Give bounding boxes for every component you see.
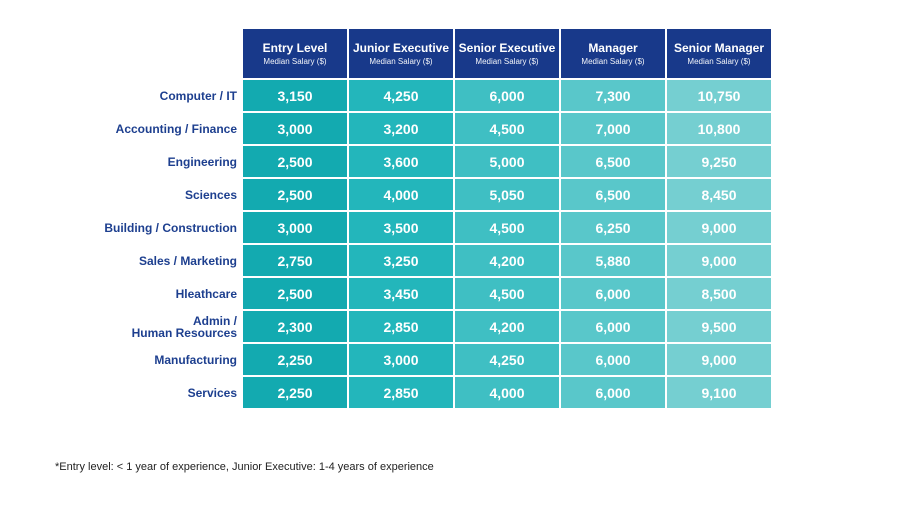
data-cell: 3,200 (349, 113, 453, 144)
data-cell: 2,250 (243, 377, 347, 408)
corner-cell (43, 29, 241, 78)
data-cell: 3,000 (243, 113, 347, 144)
data-cell: 2,500 (243, 278, 347, 309)
table-row: Building / Construction 3,000 3,500 4,500 6,… (43, 212, 771, 243)
data-cell: 6,000 (561, 377, 665, 408)
data-cell: 3,450 (349, 278, 453, 309)
data-cell: 4,500 (455, 278, 559, 309)
row-label: Sciences (184, 187, 237, 202)
table-row: Admin / Human Resources 2,300 2,850 4,200 6,… (43, 311, 771, 342)
column-header-title: Senior Executive (458, 40, 556, 55)
table-row: Accounting / Finance 3,000 3,200 4,500 7,000… (43, 113, 771, 144)
row-label: Manufacturing (154, 352, 237, 367)
data-cell: 9,000 (667, 212, 771, 243)
column-header-title: Manager (588, 40, 638, 55)
table-row: Sales / Marketing 2,750 3,250 4,200 5,880 9,0… (43, 245, 771, 276)
row-label: Accounting / Finance (115, 121, 237, 136)
data-cell: 3,000 (243, 212, 347, 243)
data-cell: 10,800 (667, 113, 771, 144)
data-cell: 8,450 (667, 179, 771, 210)
data-cell: 6,000 (561, 278, 665, 309)
data-cell: 2,850 (349, 311, 453, 342)
data-cell: 9,000 (667, 344, 771, 375)
data-cell: 9,250 (667, 146, 771, 177)
data-cell: 2,250 (243, 344, 347, 375)
data-cell: 2,300 (243, 311, 347, 342)
column-header: Junior Executive Median Salary ($) (349, 29, 453, 78)
footnote: *Entry level: < 1 year of experience, Ju… (55, 461, 434, 473)
column-header-title: Senior Manager (673, 40, 765, 55)
data-cell: 4,000 (455, 377, 559, 408)
data-cell: 2,750 (243, 245, 347, 276)
data-cell: 5,050 (455, 179, 559, 210)
data-cell: 6,500 (561, 179, 665, 210)
data-cell: 6,250 (561, 212, 665, 243)
data-cell: 9,100 (667, 377, 771, 408)
column-header: Senior Manager Median Salary ($) (667, 29, 771, 78)
column-header: Entry Level Median Salary ($) (243, 29, 347, 78)
data-cell: 10,750 (667, 80, 771, 111)
row-label: Sales / Marketing (138, 253, 237, 268)
data-cell: 3,250 (349, 245, 453, 276)
column-header-subtitle: Median Salary ($) (687, 56, 751, 66)
table-row: Sciences 2,500 4,000 5,050 6,500 8,450 (43, 179, 771, 210)
table-row: Services 2,250 2,850 4,000 6,000 9,100 (43, 377, 771, 408)
data-cell: 3,000 (349, 344, 453, 375)
column-header: Senior Executive Median Salary ($) (455, 29, 559, 78)
data-cell: 3,150 (243, 80, 347, 111)
row-label: Admin / Human Resources (131, 313, 237, 340)
data-cell: 4,500 (455, 212, 559, 243)
row-label: Computer / IT (159, 88, 237, 103)
column-header-title: Junior Executive (352, 40, 450, 55)
data-cell: 9,000 (667, 245, 771, 276)
data-cell: 3,600 (349, 146, 453, 177)
data-cell: 5,000 (455, 146, 559, 177)
data-cell: 4,250 (455, 344, 559, 375)
data-cell: 2,500 (243, 179, 347, 210)
column-header-subtitle: Median Salary ($) (475, 56, 539, 66)
column-header-subtitle: Median Salary ($) (581, 56, 645, 66)
salary-table: Entry Level Median Salary ($) Junior Execu… (43, 29, 771, 408)
data-cell: 4,200 (455, 245, 559, 276)
data-cell: 9,500 (667, 311, 771, 342)
header-row: Entry Level Median Salary ($) Junior Execu… (43, 29, 771, 78)
data-cell: 2,850 (349, 377, 453, 408)
data-cell: 6,000 (561, 344, 665, 375)
row-label: Engineering (167, 154, 237, 169)
table-row: Engineering 2,500 3,600 5,000 6,500 9,250 (43, 146, 771, 177)
data-cell: 4,000 (349, 179, 453, 210)
row-label: Services (187, 385, 237, 400)
table-row: Hleathcare 2,500 3,450 4,500 6,000 8,500 (43, 278, 771, 309)
column-header-subtitle: Median Salary ($) (263, 56, 327, 66)
data-cell: 5,880 (561, 245, 665, 276)
table-body: Computer / IT 3,150 4,250 6,000 7,300 10,750 A… (43, 80, 771, 408)
column-header-subtitle: Median Salary ($) (369, 56, 433, 66)
table-row: Manufacturing 2,250 3,000 4,250 6,000 9,000 (43, 344, 771, 375)
data-cell: 4,500 (455, 113, 559, 144)
column-header: Manager Median Salary ($) (561, 29, 665, 78)
data-cell: 6,000 (561, 311, 665, 342)
data-cell: 3,500 (349, 212, 453, 243)
data-cell: 2,500 (243, 146, 347, 177)
row-label: Building / Construction (104, 220, 237, 235)
row-label: Hleathcare (175, 286, 237, 301)
data-cell: 8,500 (667, 278, 771, 309)
data-cell: 4,250 (349, 80, 453, 111)
data-cell: 7,300 (561, 80, 665, 111)
data-cell: 6,500 (561, 146, 665, 177)
column-header-title: Entry Level (262, 40, 328, 55)
data-cell: 4,200 (455, 311, 559, 342)
table-row: Computer / IT 3,150 4,250 6,000 7,300 10,750 (43, 80, 771, 111)
data-cell: 6,000 (455, 80, 559, 111)
data-cell: 7,000 (561, 113, 665, 144)
